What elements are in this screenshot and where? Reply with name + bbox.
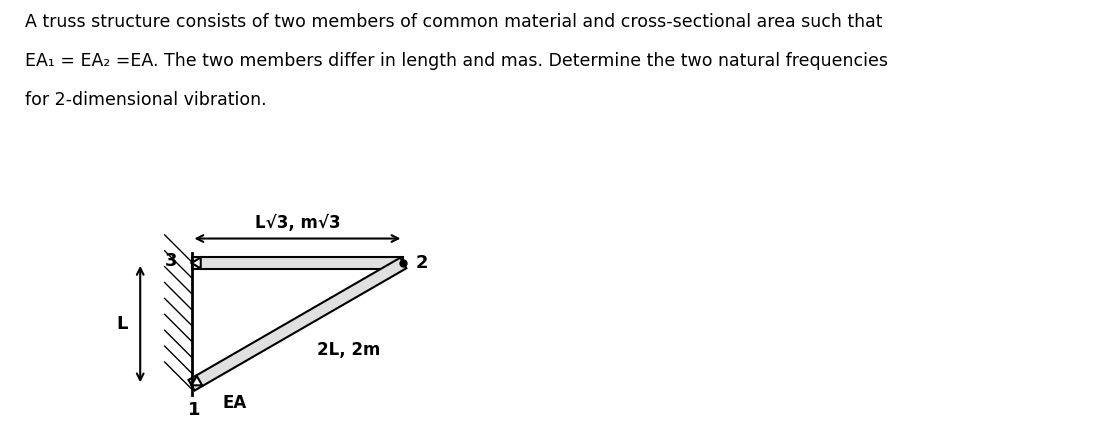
Text: 2L, 2m: 2L, 2m: [317, 341, 381, 359]
Text: A truss structure consists of two members of common material and cross-sectional: A truss structure consists of two member…: [25, 13, 882, 31]
Polygon shape: [191, 376, 202, 385]
Text: EA₁ = EA₂ =EA. The two members differ in length and mas. Determine the two natur: EA₁ = EA₂ =EA. The two members differ in…: [25, 52, 888, 70]
Text: for 2-dimensional vibration.: for 2-dimensional vibration.: [25, 91, 266, 109]
Text: 1: 1: [188, 401, 200, 419]
Polygon shape: [191, 258, 201, 269]
Text: L√3, m√3: L√3, m√3: [255, 214, 341, 232]
Text: 3: 3: [164, 251, 176, 269]
Text: EA: EA: [222, 394, 247, 412]
Polygon shape: [191, 257, 403, 269]
Text: L: L: [116, 315, 128, 333]
Polygon shape: [189, 258, 407, 391]
Text: 2: 2: [416, 254, 428, 272]
